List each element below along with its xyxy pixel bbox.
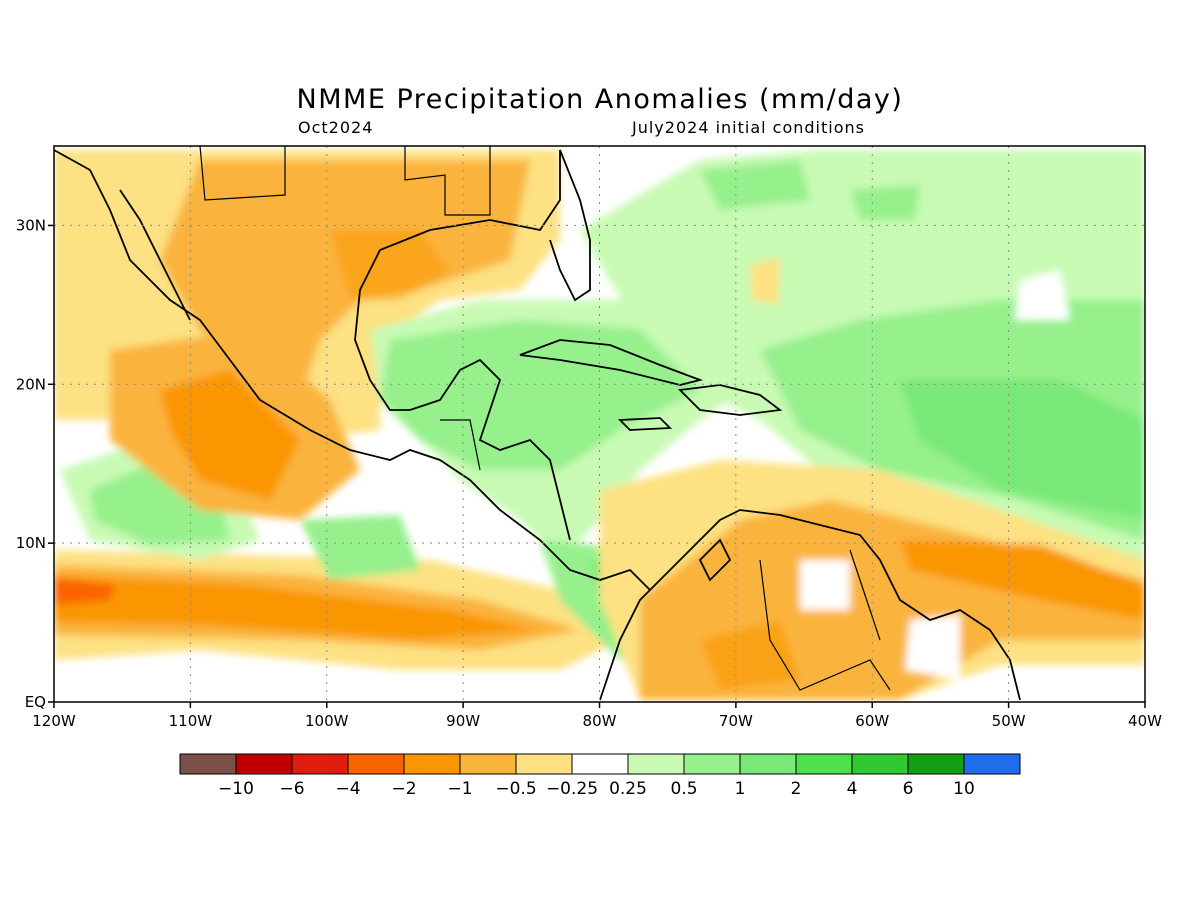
- lon-tick-label: 120W: [32, 712, 76, 730]
- colorbar-label: −0.5: [495, 779, 536, 799]
- colorbar-label: 1: [735, 779, 746, 799]
- colorbar-swatch: [683, 753, 741, 775]
- colorbar-swatch: [179, 753, 237, 775]
- map-axes: 120W 110W 100W 90W 80W 70W 60W 50W 40W EQ 10N 20N 30…: [16, 216, 1162, 730]
- colorbar-label: 2: [791, 779, 802, 799]
- colorbar-swatch: [963, 753, 1021, 775]
- lon-tick-label: 60W: [855, 712, 889, 730]
- forecast-month: Oct2024: [298, 118, 374, 137]
- colorbar-label: −2: [391, 779, 416, 799]
- colorbar-swatch: [907, 753, 965, 775]
- colorbar-swatch: [403, 753, 461, 775]
- lon-tick-label: 50W: [992, 712, 1026, 730]
- lon-tick-label: 70W: [719, 712, 753, 730]
- colorbar-swatch: [235, 753, 293, 775]
- colorbar-label: 4: [847, 779, 858, 799]
- lat-tick-label: EQ: [25, 693, 46, 711]
- lat-tick-label: 20N: [16, 375, 46, 393]
- colorbar-swatch: [851, 753, 909, 775]
- graticule: [54, 146, 1145, 702]
- colorbar-label: −6: [279, 779, 304, 799]
- map-title: NMME Precipitation Anomalies (mm/day): [296, 84, 904, 115]
- colorbar-swatch: [739, 753, 797, 775]
- colorbar-swatch: [459, 753, 517, 775]
- lon-tick-label: 40W: [1128, 712, 1162, 730]
- colorbar-label: 10: [953, 779, 975, 799]
- initial-conditions: July2024 initial conditions: [632, 118, 865, 137]
- borders: [199, 146, 891, 691]
- lon-tick-label: 90W: [446, 712, 480, 730]
- lon-tick-label: 100W: [305, 712, 349, 730]
- colorbar-swatch: [291, 753, 349, 775]
- colorbar-swatch: [571, 753, 629, 775]
- colorbar-swatch: [347, 753, 405, 775]
- colorbar-swatch: [795, 753, 853, 775]
- colorbar-label: −0.25: [546, 779, 598, 799]
- colorbar-swatch: [627, 753, 685, 775]
- colorbar-label: −1: [447, 779, 472, 799]
- colorbar-label: −10: [218, 779, 254, 799]
- lon-tick-label: 110W: [169, 712, 213, 730]
- colorbar-label: −4: [335, 779, 360, 799]
- lat-tick-label: 30N: [16, 216, 46, 234]
- colorbar-swatch: [515, 753, 573, 775]
- colorbar-label: 0.25: [609, 779, 647, 799]
- lon-tick-label: 80W: [583, 712, 617, 730]
- colorbar-label: 6: [903, 779, 914, 799]
- lat-tick-label: 10N: [16, 534, 46, 552]
- colorbar: −10 −6 −4 −2 −1 −0.5 −0.25 0.25 0.5 1 2 4 6 10: [179, 753, 1021, 799]
- coastlines: [54, 149, 1021, 701]
- colorbar-label: 0.5: [670, 779, 697, 799]
